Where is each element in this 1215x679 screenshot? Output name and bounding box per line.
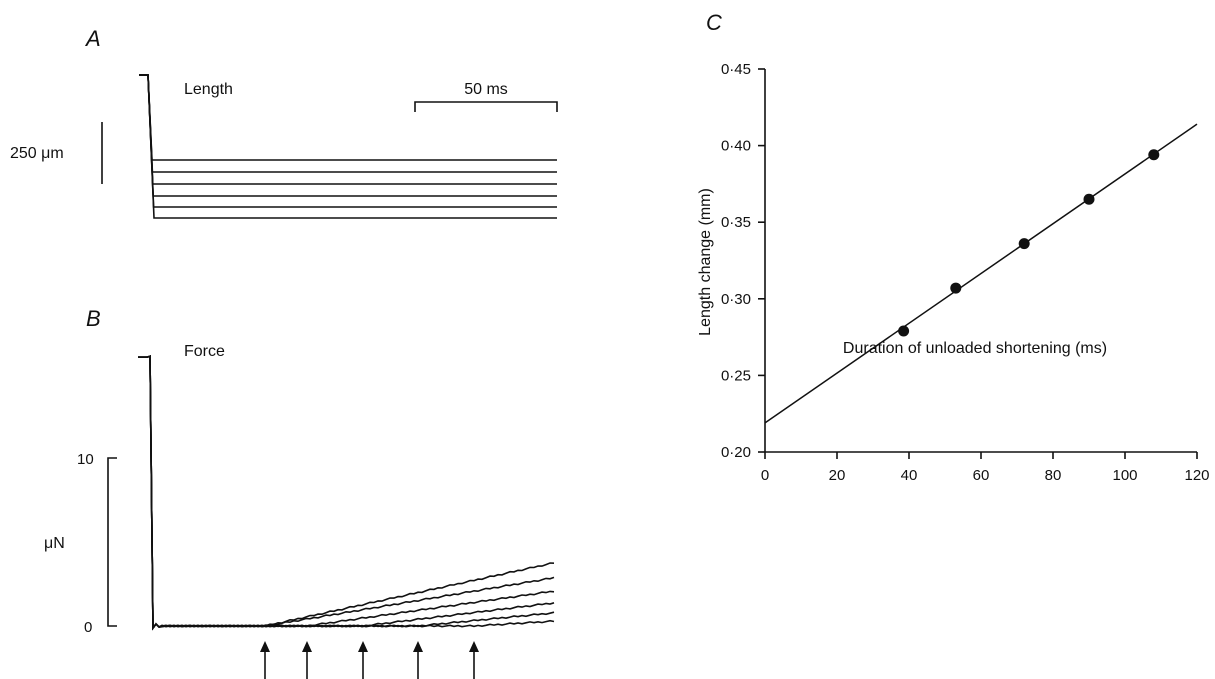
c-points: [898, 149, 1160, 337]
c-fit-line: [764, 123, 1198, 424]
length-scale-label: 250 μm: [10, 145, 64, 162]
c-data-point: [898, 325, 910, 337]
panel-c: C 0 20 40 60 80 100 120 0·20 0·25 0·30 0·35 0·40 0·4…: [697, 10, 1210, 484]
force-trace: [138, 355, 555, 631]
recovery-arrow: [469, 641, 479, 679]
c-x-tick-label: 0: [761, 467, 769, 484]
c-x-tick-label: 20: [829, 467, 846, 484]
panel-a-letter: A: [84, 26, 101, 51]
length-trace: [139, 74, 557, 219]
c-x-tick-label: 120: [1184, 467, 1209, 484]
panel-b-letter: B: [86, 306, 101, 331]
recovery-arrows: [260, 641, 479, 679]
force-trace: [138, 355, 555, 631]
recovery-arrow: [358, 641, 368, 679]
c-data-point: [1148, 149, 1160, 161]
c-y-tick-label: 0·30: [721, 291, 751, 308]
length-traces: [139, 74, 557, 219]
recovery-arrow: [302, 641, 312, 679]
c-fit-line-group: [764, 123, 1198, 424]
recovery-arrow: [413, 641, 423, 679]
recovery-arrow: [260, 641, 270, 679]
c-y-tick-label: 0·20: [721, 444, 751, 461]
force-label: Force: [184, 343, 225, 360]
panel-c-letter: C: [706, 10, 722, 35]
c-data-point: [950, 282, 962, 294]
c-x-tick-label: 40: [901, 467, 918, 484]
force-trace: [138, 355, 555, 631]
c-y-axis-label: Length change (mm): [697, 188, 714, 336]
force-scale-bar: [107, 457, 117, 627]
force-tick-10: 10: [77, 451, 94, 468]
c-data-point: [1018, 238, 1030, 250]
c-y-tick-label: 0·25: [721, 367, 751, 384]
c-y-tick-label: 0·45: [721, 61, 751, 78]
length-label: Length: [184, 81, 233, 98]
c-x-tick-label: 100: [1112, 467, 1137, 484]
force-tick-0: 0: [84, 619, 92, 636]
time-scale-bar: [414, 101, 558, 112]
force-unit-label: μN: [44, 535, 65, 552]
c-y-tick-label: 0·40: [721, 138, 751, 155]
c-y-tick-label: 0·35: [721, 214, 751, 231]
c-axes: 0 20 40 60 80 100 120 0·20 0·25 0·30 0·35 0·40 0·45: [721, 61, 1210, 484]
panel-b: B Force 10 0 μN: [44, 306, 555, 679]
c-x-axis-label: Duration of unloaded shortening (ms): [843, 340, 1107, 357]
c-data-point: [1083, 193, 1095, 205]
force-trace: [138, 355, 555, 631]
force-trace: [138, 355, 555, 631]
c-x-tick-label: 80: [1045, 467, 1062, 484]
force-trace: [138, 355, 555, 631]
force-traces: [138, 355, 555, 631]
c-x-tick-label: 60: [973, 467, 990, 484]
panel-a: A Length 250 μm 50 ms: [10, 26, 558, 219]
time-scale-label: 50 ms: [464, 81, 508, 98]
